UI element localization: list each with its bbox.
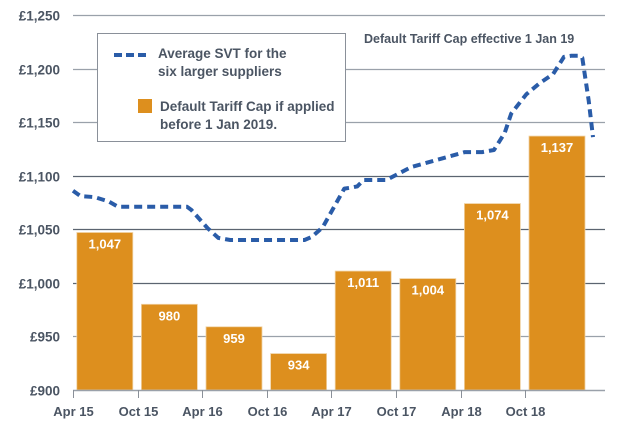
x-tick-label: Oct 15 — [119, 404, 159, 419]
bar — [270, 353, 328, 391]
bar-data-label: 980 — [159, 308, 181, 323]
legend-line-label-2: six larger suppliers — [158, 64, 282, 79]
bar — [463, 203, 521, 391]
x-axis-tick-labels: Apr 15 Oct 15 Apr 16 Oct 16 Apr 17 Oct 17 Apr … — [53, 404, 545, 419]
y-tick-label: £950 — [30, 330, 60, 345]
annotation-cap-effective: Default Tariff Cap effective 1 Jan 19 — [364, 32, 574, 46]
legend-bar-label-1: Default Tariff Cap if applied — [160, 99, 335, 114]
legend-line-label-1: Average SVT for the — [158, 46, 287, 61]
y-tick-label: £1,050 — [19, 223, 60, 238]
bar-data-labels: 1,047 980 959 934 1,011 1,004 1,074 1,137 — [89, 140, 574, 373]
bar-data-label: 1,047 — [89, 237, 122, 252]
x-tick-label: Oct 18 — [506, 404, 546, 419]
bar-data-label: 1,137 — [541, 140, 574, 155]
bar — [205, 326, 263, 391]
y-tick-label: £900 — [30, 384, 60, 399]
x-tick-label: Oct 16 — [248, 404, 288, 419]
bar — [528, 135, 586, 391]
legend-bar-label-2: before 1 Jan 2019. — [160, 117, 277, 132]
x-axis — [73, 389, 605, 398]
bar — [334, 270, 392, 391]
bar-data-label: 1,011 — [347, 275, 379, 290]
bar — [399, 278, 457, 391]
bar-data-label: 934 — [288, 358, 310, 373]
y-tick-label: £1,000 — [19, 277, 60, 292]
bar-data-label: 1,004 — [412, 283, 445, 298]
y-tick-label: £1,150 — [19, 116, 60, 131]
x-tick-label: Apr 18 — [441, 404, 481, 419]
bar-data-label: 959 — [223, 331, 245, 346]
svt-dashed-line — [71, 53, 595, 242]
y-tick-label: £1,250 — [19, 9, 60, 24]
y-tick-label: £1,100 — [19, 170, 60, 185]
x-tick-label: Apr 17 — [311, 404, 351, 419]
legend-box — [97, 33, 346, 142]
x-tick-label: Apr 15 — [53, 404, 93, 419]
x-tick-label: Oct 17 — [377, 404, 417, 419]
bar-data-label: 1,074 — [476, 208, 509, 223]
svt-line-series — [71, 53, 595, 242]
legend: Average SVT for the six larger suppliers… — [97, 33, 346, 142]
legend-bar-swatch — [138, 99, 152, 113]
x-tick-label: Apr 16 — [182, 404, 222, 419]
bar — [76, 232, 134, 391]
y-tick-label: £1,200 — [19, 63, 60, 78]
y-axis-tick-labels: £900 £950 £1,000 £1,050 £1,100 £1,150 £1,200 £1… — [19, 9, 60, 399]
bars — [76, 135, 586, 391]
